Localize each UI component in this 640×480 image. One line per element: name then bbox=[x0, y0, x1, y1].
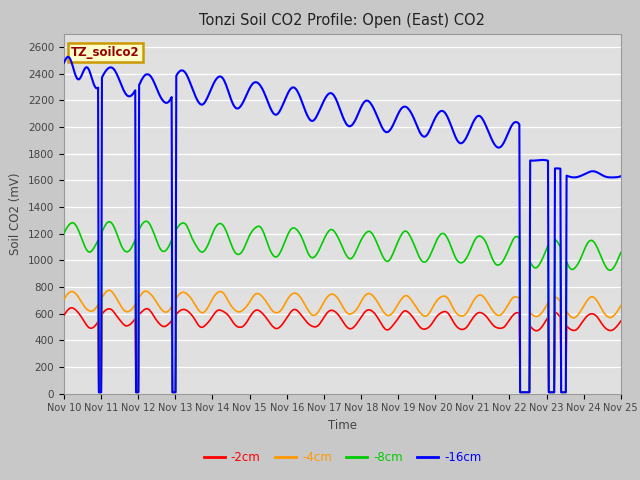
Legend: -2cm, -4cm, -8cm, -16cm: -2cm, -4cm, -8cm, -16cm bbox=[199, 446, 486, 469]
Text: TZ_soilco2: TZ_soilco2 bbox=[71, 46, 140, 59]
X-axis label: Time: Time bbox=[328, 419, 357, 432]
Y-axis label: Soil CO2 (mV): Soil CO2 (mV) bbox=[10, 172, 22, 255]
Title: Tonzi Soil CO2 Profile: Open (East) CO2: Tonzi Soil CO2 Profile: Open (East) CO2 bbox=[200, 13, 485, 28]
